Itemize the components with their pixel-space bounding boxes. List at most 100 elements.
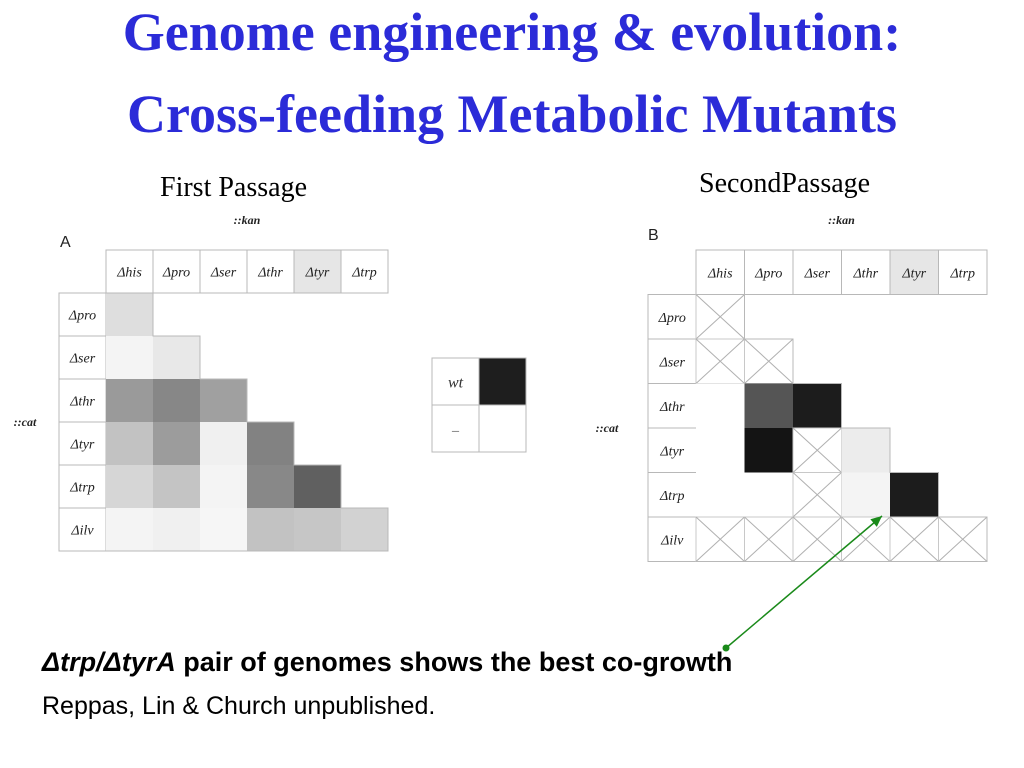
row-header-label: Δthr [69, 395, 95, 410]
matrix-cell [294, 508, 341, 551]
row-group-label: ::cat [596, 421, 619, 435]
column-header-label: Δser [210, 266, 237, 281]
column-header-cell [841, 249, 891, 295]
row-header-cell [647, 472, 697, 518]
cross-line [744, 516, 794, 562]
matrix-cell [153, 379, 200, 422]
column-header-label: Δtrp [351, 266, 377, 281]
column-header-label: Δthr [852, 266, 878, 281]
row-header-cell [647, 516, 697, 562]
cross-line [744, 338, 794, 384]
row-header-label: Δser [659, 355, 686, 370]
cross-line [938, 516, 988, 562]
matrix-cell [200, 508, 247, 551]
legend-wt-label-cell [431, 357, 480, 406]
column-header-label: Δtyr [901, 266, 926, 281]
column-header-label: Δtrp [949, 266, 975, 281]
row-header-label: Δtrp [659, 489, 685, 504]
row-group-label: ::cat [14, 415, 37, 429]
row-header-label: Δilv [660, 533, 684, 548]
column-header-cell [293, 249, 342, 294]
row-header-label: Δpro [658, 311, 686, 326]
column-header-label: Δser [804, 266, 831, 281]
column-header-cell [938, 249, 988, 295]
cross-line [792, 516, 842, 562]
highlight-arrow [722, 515, 883, 652]
arrow-tail-dot [722, 644, 730, 652]
column-header-label: Δpro [162, 266, 190, 281]
matrix-cells [695, 294, 988, 562]
matrix-cell [247, 422, 294, 465]
row-header-cell [58, 335, 107, 380]
legend-minus-swatch [478, 404, 527, 453]
matrix-cell [200, 379, 247, 422]
row-header-cell [58, 292, 107, 337]
legend-wt-swatch [478, 357, 527, 406]
column-group-label: ::kan [828, 213, 855, 227]
matrix-cell [890, 472, 939, 517]
column-header-cell [695, 249, 745, 295]
arrow-line [725, 515, 883, 649]
column-header-label: Δthr [257, 266, 283, 281]
matrix-cell [153, 465, 200, 508]
column-header-cell [246, 249, 295, 294]
row-header-cell [647, 338, 697, 384]
column-header-cell [340, 249, 389, 294]
matrix-cell [106, 422, 153, 465]
matrix-cell-empty [696, 383, 745, 428]
caption-emphasis: Δtrp/ΔtyrA [42, 647, 176, 677]
row-header-label: Δilv [70, 524, 94, 539]
matrix-cell [793, 383, 842, 428]
cross-line [792, 427, 842, 473]
cross-line [889, 516, 939, 562]
matrix-cell [153, 508, 200, 551]
row-header-label: Δser [69, 352, 96, 367]
row-header-label: Δthr [659, 400, 685, 415]
caption-credit: Reppas, Lin & Church unpublished. [42, 692, 436, 720]
matrix-cell [744, 428, 793, 473]
matrix-cell [153, 336, 200, 379]
matrix-cell-empty [696, 472, 745, 517]
matrix-cell [200, 422, 247, 465]
row-header-cell [58, 507, 107, 552]
row-header-label: Δtyr [70, 438, 95, 453]
row-header-label: Δpro [68, 309, 96, 324]
legend-key: wt – [431, 357, 527, 453]
column-header-cell [889, 249, 939, 295]
column-group-label: ::kan [234, 213, 261, 227]
row-header-label: Δtrp [69, 481, 95, 496]
column-header-cell [792, 249, 842, 295]
row-header-cell [58, 378, 107, 423]
legend-minus-label-cell [431, 404, 480, 453]
cross-line [841, 516, 891, 562]
cross-line [695, 338, 745, 384]
matrix-cell [841, 428, 890, 473]
matrix-cell [247, 465, 294, 508]
column-header-cell [105, 249, 154, 294]
column-header-label: Δhis [707, 266, 733, 281]
matrix-cell [247, 508, 294, 551]
legend-wt-label: wt [448, 375, 464, 392]
caption-rest: pair of genomes shows the best co-growth [175, 647, 733, 677]
column-header-cell [152, 249, 201, 294]
column-header-label: Δtyr [305, 266, 330, 281]
matrix-cell [106, 508, 153, 551]
row-header-cell [647, 427, 697, 473]
matrix-cell [744, 383, 793, 428]
column-header-label: Δhis [116, 266, 142, 281]
legend-minus-label: – [451, 424, 460, 439]
arrow-head [870, 516, 882, 527]
matrix-cell [200, 465, 247, 508]
cross-line [695, 516, 745, 562]
matrix-cell [106, 465, 153, 508]
matrix-cell [106, 336, 153, 379]
matrix-cells [106, 293, 388, 551]
matrix-cell [841, 472, 890, 517]
caption-main: Δtrp/ΔtyrA pair of genomes shows the bes… [42, 647, 732, 678]
slide-title-line-1: Genome engineering & evolution: [122, 2, 902, 62]
matrix-cell [341, 508, 388, 551]
column-header-cell [199, 249, 248, 294]
